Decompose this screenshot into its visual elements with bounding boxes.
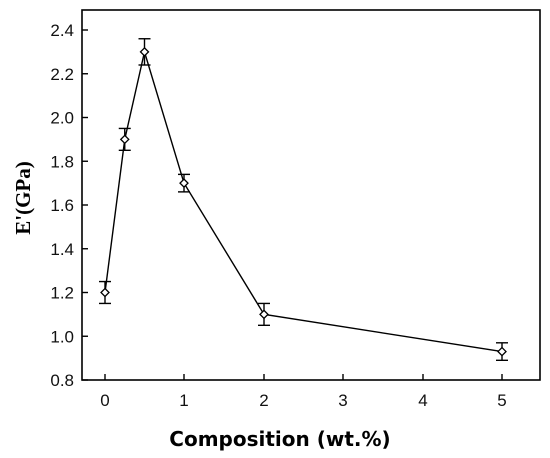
x-tick-label: 1 — [179, 391, 188, 410]
y-tick-label: 2.4 — [50, 21, 74, 40]
data-point — [497, 346, 507, 357]
x-tick-label: 3 — [338, 391, 347, 410]
y-tick-label: 2.2 — [50, 65, 74, 84]
plot-border — [81, 9, 541, 381]
data-point — [119, 134, 130, 145]
x-tick-label: 5 — [497, 391, 506, 410]
series-line — [104, 49, 503, 353]
x-tick-label: 4 — [418, 391, 427, 410]
x-tick-label: 0 — [100, 391, 109, 410]
y-tick-label: 1.8 — [50, 152, 74, 171]
data-point — [139, 46, 150, 57]
y-tick-label: 0.8 — [50, 371, 74, 390]
y-tick-label: 1.2 — [50, 284, 74, 303]
y-tick-label: 1.6 — [50, 196, 74, 215]
data-point — [179, 178, 189, 189]
series-layer — [99, 38, 508, 362]
x-axis-title: Composition (wt.%) — [169, 427, 390, 451]
plot-frame — [81, 9, 541, 381]
x-tick-label: 2 — [259, 391, 268, 410]
x-axis: 0 1 2 3 4 5 — [100, 374, 507, 410]
y-tick-label: 1.0 — [50, 327, 74, 346]
y-axis: 0.8 1.0 1.2 1.4 1.6 1.8 2.0 2.2 2.4 — [50, 21, 88, 390]
data-point — [259, 309, 269, 320]
y-tick-label: 1.4 — [50, 240, 74, 259]
y-tick-label: 2.0 — [50, 109, 74, 128]
y-axis-title: E'(GPa) — [11, 161, 35, 235]
data-point — [100, 287, 110, 298]
